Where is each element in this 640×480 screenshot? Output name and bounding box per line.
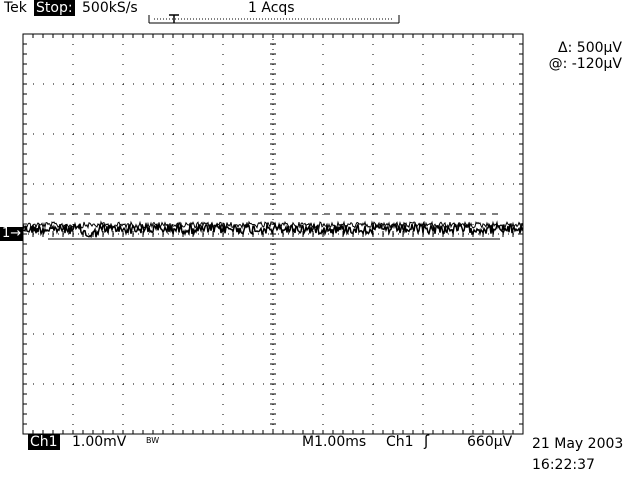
trigger-source: Ch1 [386, 434, 414, 450]
date-stamp: 21 May 2003 [532, 436, 624, 452]
time-stamp: 16:22:37 [532, 457, 595, 473]
settings-bar: Ch1 1.00mV BW M1.00ms Ch1 ʃ 660µV 21 May… [0, 432, 640, 480]
sample-rate: 500kS/s [82, 0, 138, 16]
ch1-ground-marker[interactable]: 1→ [0, 226, 24, 241]
trigger-level: 660µV [467, 434, 513, 450]
brand-label: Tek [4, 0, 27, 16]
cursor-position-readout: @: -120µV [548, 56, 622, 72]
time-per-div: M1.00ms [302, 434, 367, 450]
ch1-waveform-envelope [22, 220, 524, 230]
volts-per-div: 1.00mV [72, 434, 127, 450]
ch1-waveform [22, 221, 524, 239]
acquisition-state[interactable]: Stop: [34, 0, 75, 16]
bandwidth-limit-icon: BW [146, 436, 160, 445]
cursor-lines [48, 213, 500, 240]
trigger-position-icon [169, 14, 179, 23]
status-bar: Tek Stop: 500kS/s 1 Acqs [0, 0, 640, 18]
record-view-bracket [148, 14, 400, 24]
channel-label[interactable]: Ch1 [28, 434, 60, 450]
trigger-slope-icon: ʃ [424, 432, 430, 450]
cursor-delta-readout: Δ: 500µV [558, 40, 622, 56]
acquisition-count: 1 Acqs [248, 0, 295, 16]
